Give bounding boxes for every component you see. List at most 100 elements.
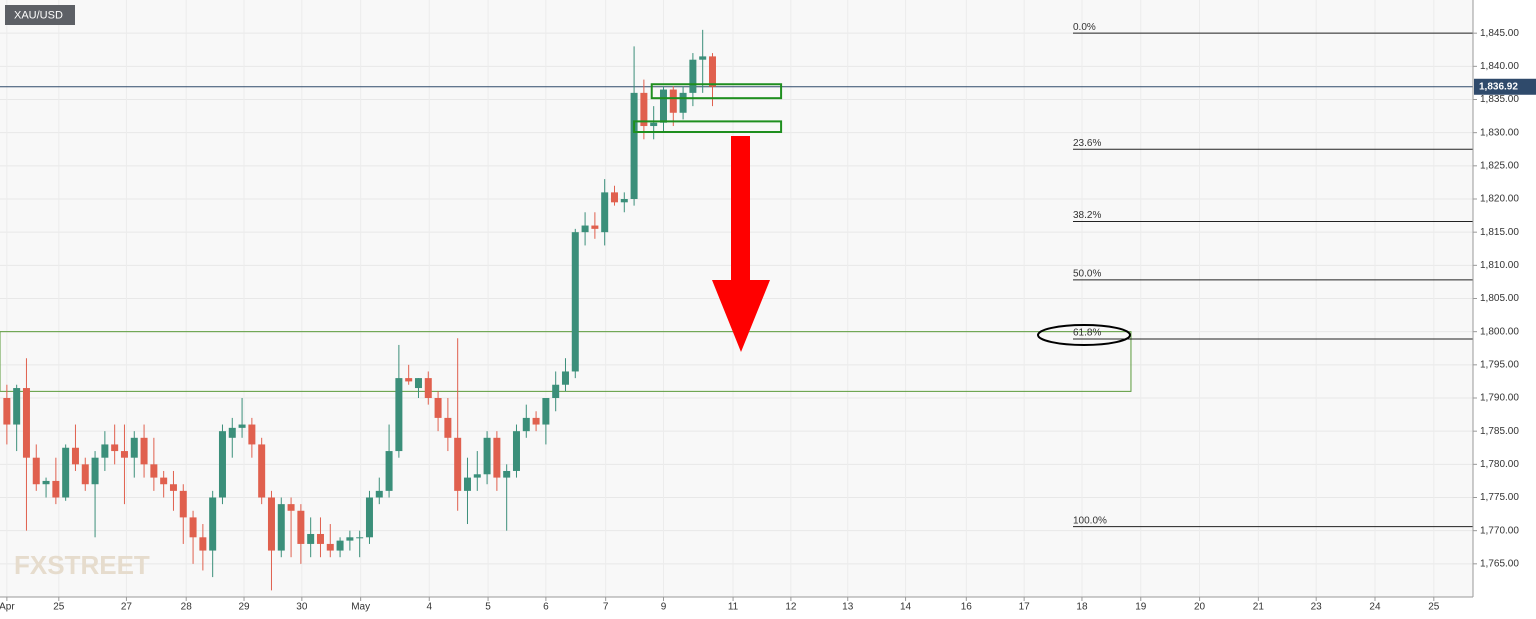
- x-tick-label: 20: [1194, 602, 1206, 613]
- candle-body: [150, 464, 158, 478]
- candle-body: [130, 437, 138, 458]
- x-tick-label: 27: [121, 602, 133, 613]
- y-tick-label: 1,830.00: [1480, 127, 1519, 138]
- y-tick-label: 1,835.00: [1480, 94, 1519, 105]
- candle-body: [81, 464, 89, 485]
- candle-body: [218, 431, 226, 498]
- x-tick-label: 29: [238, 602, 250, 613]
- x-tick-label: 21: [1253, 602, 1265, 613]
- candle-body: [689, 59, 697, 93]
- candle-body: [493, 437, 501, 478]
- candle-body: [238, 424, 246, 428]
- y-tick-label: 1,785.00: [1480, 426, 1519, 437]
- candle-body: [522, 417, 530, 432]
- y-tick-label: 1,770.00: [1480, 525, 1519, 536]
- x-tick-label: 25: [53, 602, 65, 613]
- y-tick-label: 1,795.00: [1480, 359, 1519, 370]
- candle-body: [385, 451, 393, 491]
- last-price-box: [1474, 78, 1536, 95]
- x-tick-label: 28: [181, 602, 193, 613]
- y-tick-label: 1,840.00: [1480, 61, 1519, 72]
- candle-body: [424, 378, 432, 398]
- x-tick-label: Apr: [0, 602, 15, 613]
- candle-body: [267, 497, 275, 551]
- x-tick-label: 30: [296, 602, 308, 613]
- x-tick-label: 4: [426, 602, 432, 613]
- candle-body: [650, 122, 658, 127]
- candle-body: [405, 378, 413, 382]
- fib-label: 50.0%: [1073, 269, 1101, 280]
- candle-body: [532, 417, 540, 425]
- candle-body: [659, 89, 667, 123]
- y-tick-label: 1,775.00: [1480, 492, 1519, 503]
- candle-body: [552, 384, 560, 398]
- fib-label: 100.0%: [1073, 515, 1107, 526]
- candle-body: [91, 457, 99, 485]
- candle-body: [3, 398, 11, 425]
- candle-body: [71, 447, 79, 465]
- x-tick-label: 7: [603, 602, 609, 613]
- candle-body: [630, 92, 638, 199]
- candle-body: [52, 480, 60, 498]
- plot: 0.0% 23.6% 38.2% 50.0% 61.8% 100.0%: [0, 22, 1473, 591]
- x-tick-label: 9: [661, 602, 667, 613]
- x-tick-label: 17: [1019, 602, 1031, 613]
- candle-body: [22, 388, 30, 458]
- candle-body: [42, 480, 50, 485]
- candle-body: [13, 388, 21, 425]
- candle-body: [189, 517, 197, 538]
- x-tick-label: 14: [900, 602, 912, 613]
- candle-body: [346, 537, 354, 541]
- candle-body: [375, 490, 383, 498]
- fib-label: 23.6%: [1073, 138, 1101, 149]
- candle-body: [111, 444, 119, 452]
- candle-body: [356, 537, 364, 539]
- candle-body: [248, 424, 256, 445]
- candle-body: [395, 378, 403, 452]
- candle-body: [199, 537, 207, 551]
- candle-body: [542, 398, 550, 425]
- axes: 1,765.00 1,770.00 1,775.00 1,780.00 1,785.00…: [0, 28, 1536, 613]
- candle-body: [708, 56, 716, 87]
- candle-body: [601, 192, 609, 233]
- candle-body: [640, 92, 648, 127]
- last-price-label: 1,836.92: [1479, 81, 1518, 92]
- candle-body: [169, 484, 177, 491]
- candle-body: [581, 225, 589, 233]
- candle-body: [679, 92, 687, 113]
- candle-body: [160, 477, 168, 485]
- candle-body: [503, 470, 511, 478]
- candle-body: [365, 497, 373, 538]
- candle-body: [140, 437, 148, 465]
- fib-label: 61.8%: [1073, 328, 1101, 339]
- candle-body: [297, 510, 305, 544]
- x-tick-label: 23: [1311, 602, 1323, 613]
- candle-body: [454, 437, 462, 491]
- candle-body: [120, 451, 128, 458]
- candle-body: [669, 89, 677, 113]
- candle-body: [316, 533, 324, 544]
- y-tick-label: 1,845.00: [1480, 28, 1519, 39]
- watermark: FXSTREET: [14, 550, 150, 580]
- x-tick-label: 19: [1135, 602, 1147, 613]
- y-tick-label: 1,815.00: [1480, 227, 1519, 238]
- y-tick-label: 1,825.00: [1480, 160, 1519, 171]
- candle-body: [444, 417, 452, 438]
- x-tick-label: 13: [842, 602, 854, 613]
- down-arrow: [712, 136, 770, 352]
- candle-body: [287, 504, 295, 511]
- candle-body: [101, 444, 109, 458]
- x-tick-label: 24: [1369, 602, 1381, 613]
- y-tick-label: 1,765.00: [1480, 558, 1519, 569]
- y-tick-label: 1,780.00: [1480, 459, 1519, 470]
- x-tick-label: 16: [961, 602, 973, 613]
- candle-body: [179, 490, 187, 518]
- candle-body: [561, 371, 569, 385]
- candle-body: [512, 431, 520, 471]
- x-tick-label: May: [351, 602, 370, 613]
- x-tick-label: 12: [785, 602, 797, 613]
- y-tick-label: 1,805.00: [1480, 293, 1519, 304]
- x-tick-label: 18: [1076, 602, 1088, 613]
- fib-label: 0.0%: [1073, 22, 1096, 33]
